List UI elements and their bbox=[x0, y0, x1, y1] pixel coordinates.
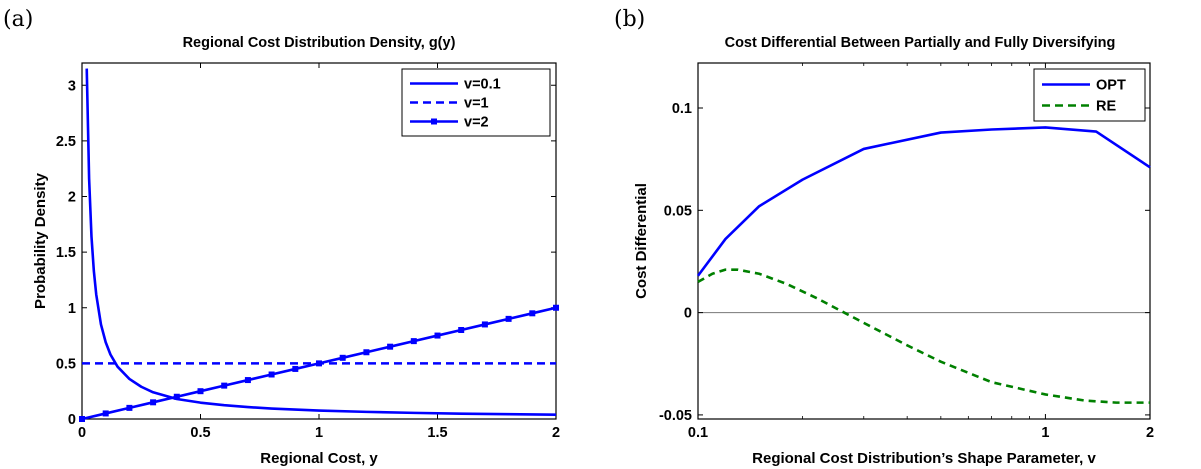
panel-a: (a) Regional Cost Distribution Density, … bbox=[3, 7, 560, 467]
series-point-v-2 bbox=[339, 354, 346, 361]
series-point-v-2 bbox=[150, 399, 157, 406]
series-point-v-2 bbox=[316, 360, 322, 367]
series-point-v-2 bbox=[268, 371, 275, 378]
series-line-v-0-1 bbox=[85, 68, 557, 416]
series-point-v-2 bbox=[458, 327, 465, 333]
x-tick-label: 0.1 bbox=[688, 425, 708, 441]
y-tick-label: 1.5 bbox=[56, 245, 76, 261]
y-tick-label: 0 bbox=[684, 306, 692, 322]
series-point-v-2 bbox=[387, 343, 394, 350]
panel-b-label: (b) bbox=[614, 7, 645, 32]
legend-label: v=2 bbox=[464, 115, 489, 131]
y-tick-label: 0.05 bbox=[664, 203, 692, 219]
x-tick-label: 0.5 bbox=[190, 425, 210, 441]
series-point-v-2 bbox=[197, 388, 204, 395]
legend-label: v=0.1 bbox=[464, 77, 501, 93]
panel-b: (b) Cost Differential Between Partially … bbox=[614, 7, 1154, 467]
legend-label: RE bbox=[1096, 99, 1116, 115]
y-tick-label: 2.5 bbox=[56, 134, 76, 150]
panel-a-xlabel: Regional Cost, y bbox=[260, 450, 378, 467]
series-point-v-2 bbox=[505, 315, 512, 322]
legend-label: v=1 bbox=[464, 96, 489, 112]
y-tick-label: 0.1 bbox=[672, 101, 692, 117]
series-point-v-2 bbox=[244, 377, 251, 384]
panel-a-legend: v=0.1 v=1 v=2 bbox=[401, 68, 551, 137]
x-tick-label: 1 bbox=[1041, 425, 1049, 441]
series-point-v-2 bbox=[363, 349, 370, 356]
panel-b-title: Cost Differential Between Partially and … bbox=[725, 35, 1116, 51]
panel-a-title: Regional Cost Distribution Density, g(y) bbox=[183, 35, 456, 51]
panel-b-xlabel: Regional Cost Distribution’s Shape Param… bbox=[752, 450, 1096, 467]
series-point-v-2 bbox=[126, 404, 133, 411]
series-point-v-2 bbox=[173, 393, 180, 400]
series-point-v-2 bbox=[292, 365, 299, 372]
panel-b-series bbox=[696, 126, 1151, 404]
legend-box bbox=[1033, 68, 1146, 122]
y-tick-label: 0 bbox=[68, 412, 76, 428]
series-point-v-2 bbox=[102, 410, 109, 417]
y-tick-label: 0.5 bbox=[56, 356, 76, 372]
y-tick-label: 3 bbox=[68, 78, 76, 94]
series-point-v-2 bbox=[434, 332, 441, 339]
panel-b-legend: OPT RE bbox=[1033, 68, 1146, 122]
panel-a-ylabel: Probability Density bbox=[32, 172, 49, 309]
series-line-re bbox=[697, 268, 1150, 404]
panel-b-plot-frame bbox=[697, 62, 1151, 420]
x-tick-label: 1.5 bbox=[427, 425, 447, 441]
x-tick-label: 0 bbox=[78, 425, 86, 441]
panel-a-label: (a) bbox=[3, 7, 33, 32]
y-tick-label: 1 bbox=[68, 301, 76, 317]
panel-b-ticks: 0.1 1 2 -0.05 0 0.05 0.1 bbox=[659, 63, 1154, 441]
series-point-v-2 bbox=[79, 416, 85, 422]
series-point-v-2 bbox=[481, 321, 488, 328]
series-point-v-2 bbox=[410, 338, 417, 345]
x-tick-label: 1 bbox=[315, 425, 323, 441]
x-tick-label: 2 bbox=[1146, 425, 1154, 441]
y-tick-label: -0.05 bbox=[659, 408, 692, 424]
series-point-v-2 bbox=[553, 304, 559, 311]
series-point-v-2 bbox=[529, 310, 536, 317]
legend-marker bbox=[431, 118, 437, 125]
panel-b-ylabel: Cost Differential bbox=[633, 183, 650, 299]
panel-a-series bbox=[79, 68, 559, 422]
legend-label: OPT bbox=[1096, 78, 1126, 94]
x-tick-label: 2 bbox=[552, 425, 560, 441]
series-line-opt bbox=[696, 126, 1151, 277]
series-point-v-2 bbox=[221, 382, 228, 389]
y-tick-label: 2 bbox=[68, 190, 76, 206]
